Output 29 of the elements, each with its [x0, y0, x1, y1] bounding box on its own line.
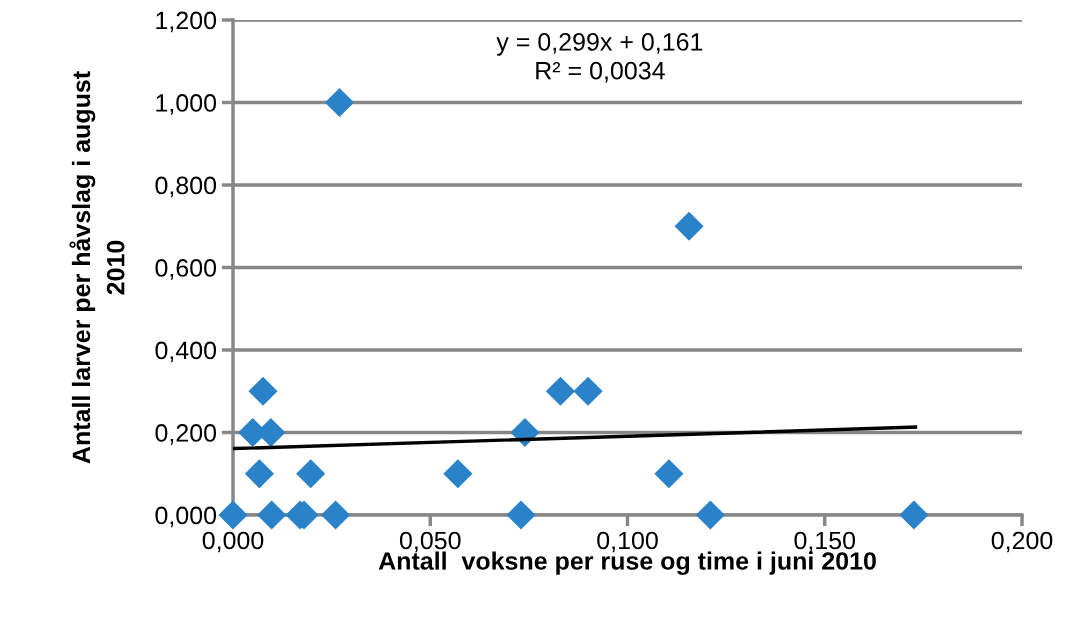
point	[506, 500, 536, 530]
point	[654, 459, 684, 489]
annotation: y = 0,299x + 0,161 R² = 0,0034	[496, 33, 703, 83]
point	[695, 500, 725, 530]
point	[248, 376, 278, 406]
x-tick-label: 0,200	[991, 531, 1053, 553]
y-axis-title: Antall larver per håvslag i august 2010	[69, 71, 125, 464]
point	[324, 87, 355, 118]
point	[257, 500, 287, 530]
x-tick-label: 0,150	[794, 531, 856, 553]
point	[899, 500, 929, 530]
point	[545, 376, 575, 406]
point	[218, 500, 248, 530]
point	[296, 459, 326, 489]
y-tick-label: 0,600	[155, 259, 217, 280]
x-tick-label: 0,000	[202, 531, 264, 553]
point	[573, 376, 603, 406]
point	[244, 459, 274, 489]
point	[321, 500, 351, 530]
y-tick-label: 0,800	[155, 176, 217, 198]
x-tick-label: 0,050	[399, 531, 461, 553]
point	[443, 459, 473, 489]
point	[674, 211, 704, 241]
y-tick-label: 0,000	[155, 506, 217, 528]
y-tick-label: 0,400	[155, 341, 217, 363]
y-tick-label: 0,200	[155, 424, 217, 445]
y-tick-label: 1,200	[156, 11, 217, 33]
x-tick-label: 0,100	[597, 531, 658, 553]
y-tick-label: 1,000	[156, 94, 217, 115]
